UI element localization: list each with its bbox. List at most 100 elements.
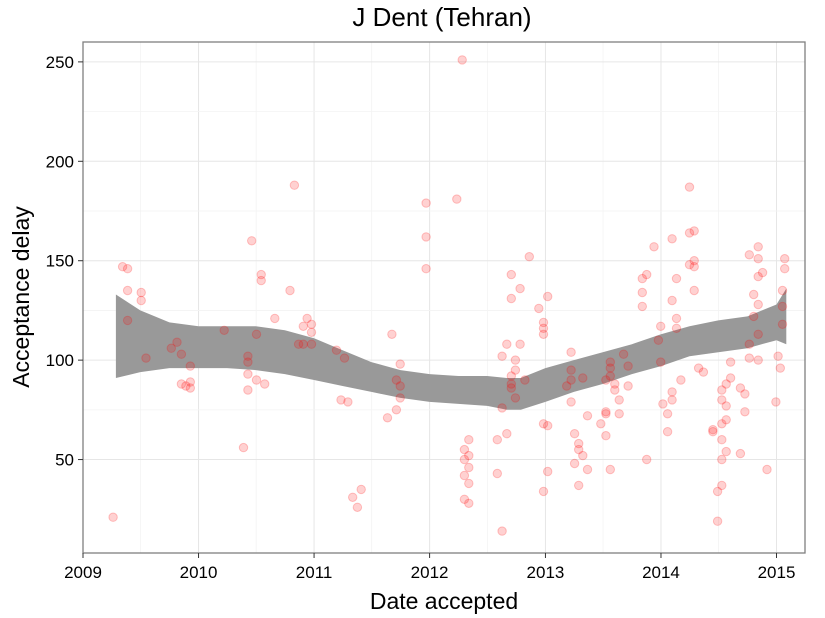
data-point — [610, 379, 620, 389]
data-point — [243, 357, 253, 367]
data-point — [343, 397, 353, 407]
data-point — [538, 317, 549, 328]
data-point — [538, 486, 549, 497]
data-point — [601, 407, 611, 417]
data-point — [689, 285, 699, 296]
data-point — [459, 454, 470, 465]
data-point — [302, 313, 312, 324]
data-point — [122, 315, 133, 326]
data-point — [658, 399, 668, 409]
data-point — [708, 427, 718, 437]
data-point — [753, 299, 763, 310]
data-point — [656, 357, 666, 367]
y-tick-label: 100 — [46, 351, 74, 370]
chart-title: J Dent (Tehran) — [352, 2, 531, 32]
data-point — [260, 379, 270, 389]
data-point — [753, 271, 763, 282]
data-point — [421, 198, 431, 208]
data-point — [185, 361, 196, 371]
data-point — [569, 458, 580, 469]
data-point — [538, 323, 549, 333]
y-tick-label: 250 — [46, 53, 74, 72]
data-point — [185, 377, 196, 387]
data-point — [777, 285, 788, 296]
data-point — [744, 339, 754, 349]
data-point — [623, 381, 633, 391]
data-point — [721, 401, 731, 411]
data-point — [717, 395, 727, 405]
data-point — [717, 419, 727, 429]
x-tick-label: 2010 — [180, 563, 218, 582]
data-point — [725, 373, 736, 383]
data-point — [780, 254, 790, 264]
data-point — [610, 385, 620, 395]
data-point — [176, 379, 187, 389]
data-point — [395, 393, 405, 403]
data-point — [740, 407, 750, 417]
data-point — [497, 526, 507, 536]
data-point — [749, 311, 759, 322]
data-point — [744, 250, 754, 260]
data-point — [618, 349, 629, 359]
data-point — [243, 351, 253, 361]
data-point — [684, 260, 695, 270]
data-point — [543, 291, 553, 302]
data-point — [515, 283, 525, 294]
data-point — [464, 450, 474, 461]
data-point — [642, 454, 652, 465]
data-point — [452, 194, 462, 204]
data-point — [219, 325, 229, 335]
data-point — [510, 365, 521, 375]
y-axis-label: Acceptance delay — [8, 206, 34, 388]
x-axis-ticks: 2009 2010 2011 2012 2013 2014 2015 — [64, 553, 795, 582]
data-point — [605, 464, 615, 475]
data-point — [601, 409, 611, 419]
data-point — [662, 427, 673, 437]
data-point — [293, 339, 304, 349]
data-point — [566, 347, 576, 357]
data-point — [306, 327, 317, 337]
data-point — [251, 329, 262, 339]
data-point — [459, 494, 470, 504]
data-point — [136, 287, 146, 298]
data-point — [306, 339, 317, 349]
data-point — [510, 355, 521, 365]
data-point — [667, 295, 677, 306]
data-point — [506, 379, 516, 389]
data-point — [457, 55, 467, 65]
data-point — [642, 269, 652, 280]
data-point — [136, 295, 146, 306]
data-point — [601, 375, 611, 385]
data-point — [395, 359, 405, 369]
data-point — [777, 301, 788, 312]
data-point — [653, 335, 664, 345]
data-point — [637, 301, 647, 312]
data-point — [339, 353, 350, 363]
data-point — [725, 357, 736, 367]
data-point — [391, 405, 402, 415]
data-point — [387, 329, 397, 339]
data-point — [689, 262, 699, 272]
data-point — [331, 345, 342, 355]
data-point — [721, 379, 731, 389]
data-point — [574, 480, 584, 491]
data-point — [497, 351, 507, 361]
data-point — [391, 375, 402, 385]
data-points — [108, 55, 790, 536]
data-point — [562, 381, 572, 391]
data-point — [459, 470, 470, 481]
data-point — [520, 375, 530, 385]
data-point — [574, 438, 584, 449]
data-point — [777, 319, 788, 329]
data-point — [671, 313, 682, 324]
data-point — [298, 339, 308, 349]
data-point — [566, 375, 576, 385]
data-point — [538, 329, 549, 339]
data-point — [740, 389, 750, 399]
data-point — [775, 363, 785, 373]
data-point — [238, 442, 249, 453]
data-point — [122, 264, 133, 274]
data-point — [459, 444, 470, 455]
data-point — [172, 337, 182, 347]
data-point — [582, 464, 593, 475]
